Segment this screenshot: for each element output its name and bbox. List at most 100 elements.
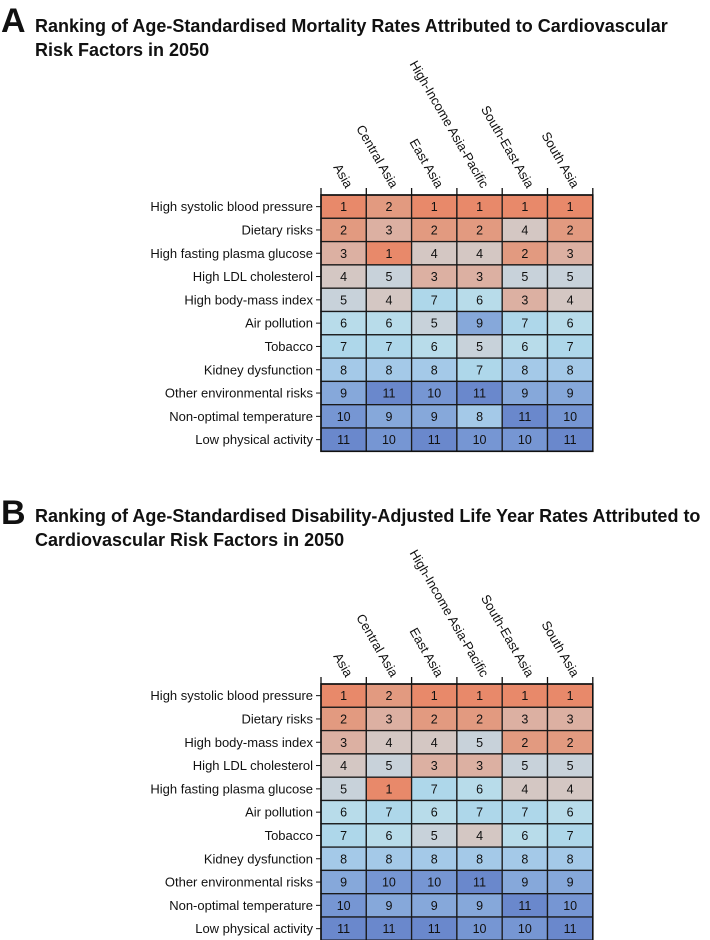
- row-label: Low physical activity: [195, 921, 313, 936]
- cell-label: 3: [521, 293, 528, 307]
- cell-label: 4: [385, 736, 392, 750]
- cell-label: 4: [521, 223, 528, 237]
- cell-label: 3: [431, 270, 438, 284]
- panel-b: B Ranking of Age-Standardised Disability…: [0, 490, 710, 940]
- cell-label: 2: [431, 223, 438, 237]
- cell-label: 8: [476, 410, 483, 424]
- column-label: Asia: [330, 650, 356, 680]
- cell-label: 9: [521, 387, 528, 401]
- cell-label: 8: [431, 363, 438, 377]
- cell-label: 10: [427, 876, 441, 890]
- cell-label: 7: [567, 829, 574, 843]
- column-label: Central Asia: [353, 611, 401, 680]
- cell-label: 10: [382, 876, 396, 890]
- cell-label: 8: [567, 852, 574, 866]
- cell-label: 1: [476, 689, 483, 703]
- cell-label: 11: [337, 433, 350, 447]
- row-label: High fasting plasma glucose: [150, 781, 313, 796]
- cell-label: 2: [340, 223, 347, 237]
- row-label: Low physical activity: [195, 432, 313, 447]
- cell-label: 7: [340, 340, 347, 354]
- cell-label: 3: [385, 223, 392, 237]
- column-label: East Asia: [407, 136, 447, 191]
- cell-label: 5: [521, 270, 528, 284]
- cell-label: 6: [521, 340, 528, 354]
- cell-label: 5: [385, 759, 392, 773]
- grid-frame: [320, 194, 594, 453]
- cell-label: 6: [340, 806, 347, 820]
- cell-label: 4: [476, 829, 483, 843]
- cell-label: 9: [567, 387, 574, 401]
- cell-label: 1: [521, 200, 528, 214]
- cell-label: 11: [473, 387, 486, 401]
- cell-label: 7: [431, 293, 438, 307]
- row-label: Non-optimal temperature: [169, 409, 313, 424]
- cell-label: 3: [476, 759, 483, 773]
- cell-label: 9: [567, 876, 574, 890]
- cell-label: 2: [476, 223, 483, 237]
- cell-label: 2: [567, 736, 574, 750]
- cell-label: 9: [476, 317, 483, 331]
- cell-label: 2: [521, 247, 528, 261]
- cell-label: 11: [382, 387, 395, 401]
- panel-label: A: [1, 2, 26, 40]
- panel-label: B: [1, 494, 26, 532]
- row-label: Other environmental risks: [165, 386, 314, 401]
- cell-label: 1: [340, 689, 347, 703]
- cell-label: 11: [518, 410, 531, 424]
- cell-label: 7: [521, 317, 528, 331]
- cell-label: 10: [563, 899, 577, 913]
- cell-label: 11: [382, 922, 395, 936]
- row-label: Other environmental risks: [165, 875, 314, 890]
- row-label: High body-mass index: [184, 735, 313, 750]
- cell-label: 9: [521, 876, 528, 890]
- chart-title: Ranking of Age-Standardised Disability-A…: [35, 506, 701, 550]
- cell-label: 9: [385, 899, 392, 913]
- cell-label: 3: [340, 247, 347, 261]
- column-label: Central Asia: [353, 122, 401, 191]
- cell-label: 9: [385, 410, 392, 424]
- cell-label: 1: [476, 200, 483, 214]
- cell-label: 11: [428, 922, 441, 936]
- cell-label: 5: [567, 270, 574, 284]
- cell-label: 8: [476, 852, 483, 866]
- row-label: Tobacco: [265, 339, 313, 354]
- cell-label: 3: [567, 712, 574, 726]
- row-label: Tobacco: [265, 828, 313, 843]
- cell-label: 5: [476, 736, 483, 750]
- cell-label: 11: [428, 433, 441, 447]
- cell-label: 4: [385, 293, 392, 307]
- cell-label: 5: [567, 759, 574, 773]
- cell-label: 6: [567, 806, 574, 820]
- cell-label: 6: [431, 340, 438, 354]
- cell-label: 1: [340, 200, 347, 214]
- row-label: Non-optimal temperature: [169, 898, 313, 913]
- panel-a: A Ranking of Age-Standardised Mortality …: [1, 2, 668, 453]
- row-label: Air pollution: [245, 316, 313, 331]
- column-label: Asia: [330, 161, 356, 191]
- cell-label: 5: [521, 759, 528, 773]
- cell-label: 1: [521, 689, 528, 703]
- cell-label: 10: [473, 433, 487, 447]
- cell-label: 2: [521, 736, 528, 750]
- cell-label: 3: [567, 247, 574, 261]
- cell-label: 2: [431, 712, 438, 726]
- cell-label: 9: [431, 899, 438, 913]
- cell-label: 2: [385, 200, 392, 214]
- row-label: Kidney dysfunction: [204, 362, 313, 377]
- cell-label: 4: [567, 782, 574, 796]
- cell-label: 10: [382, 433, 396, 447]
- cell-label: 5: [340, 293, 347, 307]
- cell-label: 6: [476, 293, 483, 307]
- row-label: High LDL cholesterol: [193, 269, 313, 284]
- cell-label: 3: [476, 270, 483, 284]
- cell-label: 9: [340, 876, 347, 890]
- row-label: High body-mass index: [184, 292, 313, 307]
- cell-label: 4: [340, 759, 347, 773]
- cell-label: 9: [340, 387, 347, 401]
- cell-label: 4: [521, 782, 528, 796]
- cell-label: 9: [476, 899, 483, 913]
- row-label: High fasting plasma glucose: [150, 246, 313, 261]
- cell-label: 2: [385, 689, 392, 703]
- cell-label: 6: [340, 317, 347, 331]
